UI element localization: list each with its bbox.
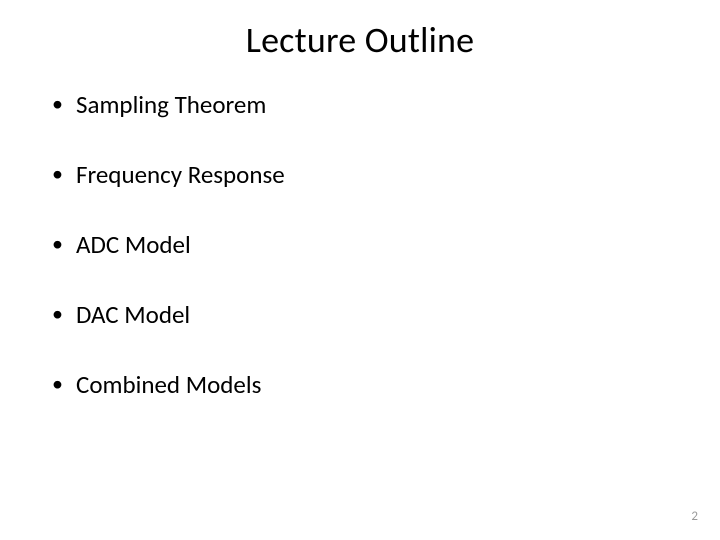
- bullet-item: Combined Models: [48, 370, 678, 400]
- bullet-item: DAC Model: [48, 300, 678, 330]
- slide-title: Lecture Outline: [42, 18, 678, 62]
- bullet-item: ADC Model: [48, 230, 678, 260]
- bullet-item: Sampling Theorem: [48, 90, 678, 120]
- bullet-list: Sampling Theorem Frequency Response ADC …: [42, 90, 678, 400]
- bullet-item: Frequency Response: [48, 160, 678, 190]
- page-number: 2: [691, 509, 698, 524]
- slide: Lecture Outline Sampling Theorem Frequen…: [0, 0, 720, 540]
